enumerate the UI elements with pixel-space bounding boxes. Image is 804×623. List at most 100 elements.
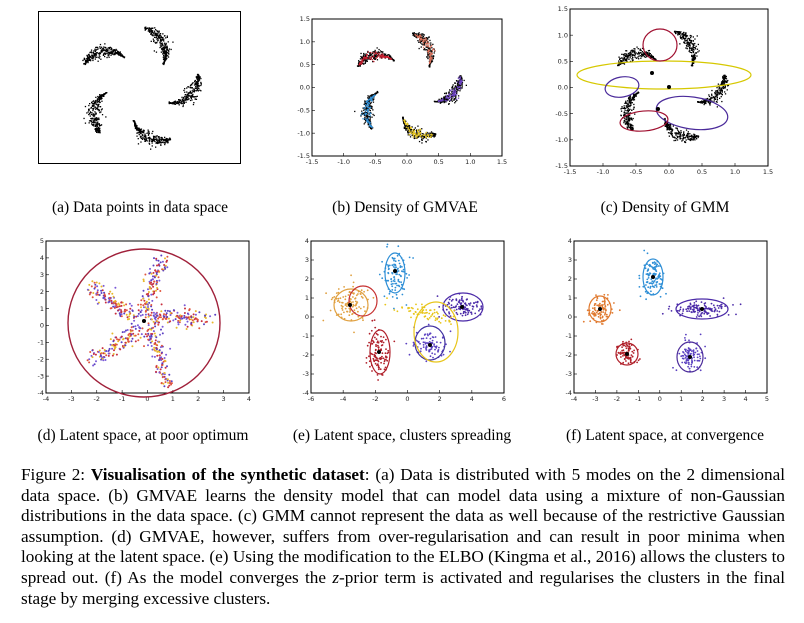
y-tick-label: 4 — [305, 237, 309, 245]
latent-center — [142, 319, 146, 323]
cluster-violet — [672, 333, 707, 372]
x-tick-label: -4 — [571, 395, 577, 403]
y-tick-label: 3 — [40, 271, 44, 279]
mean — [428, 343, 432, 347]
y-tick-label: 3 — [568, 256, 572, 264]
density-blue — [360, 94, 376, 128]
cluster-ellipse-blue — [384, 252, 406, 294]
mean — [460, 305, 464, 309]
cluster-ellipse-orange — [333, 288, 369, 322]
data-arm — [168, 73, 202, 108]
gmm-component-red — [642, 28, 678, 62]
x-tick-label: 4 — [247, 395, 251, 403]
x-tick-label: 4 — [470, 395, 474, 403]
y-tick-label: 2 — [568, 275, 572, 283]
figure-caption-body: : (a) Data is distributed with 5 modes o… — [21, 465, 785, 587]
plot-frame — [311, 18, 503, 157]
gmm-component-red-bottom — [619, 110, 669, 132]
plot-frame — [310, 240, 505, 394]
data-arm — [673, 30, 700, 67]
panel-e: -6 -4 -2 0 2 4 6 4 3 2 1 0 -1 -2 -3 -4 — [303, 237, 507, 403]
mean — [598, 307, 602, 311]
y-tick-label: -1.0 — [297, 129, 310, 137]
data-arm — [82, 43, 126, 66]
cluster-ellipse-red — [615, 342, 639, 366]
y-tick-label: 0.5 — [300, 61, 310, 69]
x-tick-label: -0.5 — [369, 158, 382, 166]
cluster-ellipse-orange-inner — [348, 285, 378, 317]
x-tick-label: -2 — [94, 395, 100, 403]
caption-a: (a) Data points in data space — [51, 199, 229, 216]
y-tick-label: 1 — [40, 305, 44, 313]
x-tick-label: 3 — [222, 395, 226, 403]
x-tick-label: -1.0 — [337, 158, 350, 166]
x-tick-label: 5 — [765, 395, 769, 403]
x-tick-label: -1 — [119, 395, 125, 403]
plot-f: -4 -3 -2 -1 0 1 2 3 4 5 4 3 2 1 0 -1 -2 -3 -4 — [566, 237, 770, 403]
x-tick-label: 4 — [743, 395, 747, 403]
y-tick-label: 0 — [305, 313, 309, 321]
cluster-purple — [436, 292, 483, 318]
panel-b: -1.5 -1.0 -0.5 0.0 0.5 1.0 1.5 1.5 1.0 0.5 0.0 -0.5… — [297, 11, 507, 166]
plot-frame — [38, 11, 241, 164]
y-tick-label: -1 — [566, 332, 572, 340]
x-tick-label: 2 — [196, 395, 200, 403]
x-tick-label: -0.5 — [630, 168, 643, 176]
data-arm — [663, 117, 700, 144]
y-tick-label: 0 — [568, 313, 572, 321]
x-tick-label: 1.0 — [465, 158, 475, 166]
y-tick-label: 5 — [40, 237, 44, 245]
caption-e: (e) Latent space, clusters spreading — [292, 427, 512, 444]
x-tick-label: 0 — [145, 395, 149, 403]
figure-caption: Figure 2: Visualisation of the synthetic… — [21, 465, 785, 609]
x-tick-label: -1.0 — [597, 168, 610, 176]
x-tick-label: 1 — [171, 395, 175, 403]
caption-b: (b) Density of GMVAE — [332, 199, 478, 216]
density-red — [414, 34, 436, 65]
cluster-yellow — [384, 297, 456, 325]
data-arm — [132, 120, 172, 150]
panel-c: -1.5 -1.0 -0.5 0.0 0.5 1.0 1.5 1.5 1.0 0.5 0.0 -0.5… — [555, 5, 773, 176]
x-tick-label: -1.5 — [564, 168, 577, 176]
plot-frame — [45, 240, 250, 394]
y-tick-label: -2 — [38, 355, 44, 363]
y-tick-label: 0.0 — [558, 84, 568, 92]
plot-d: -4 -3 -2 -1 0 1 2 3 4 5 4 3 2 1 0 -1 -2 -3 -4 — [38, 237, 252, 403]
mean — [688, 355, 692, 359]
cluster-ellipse-violet — [676, 341, 704, 373]
x-tick-label: 0.5 — [697, 168, 707, 176]
figure-caption-end: -prior term is activated and regularises… — [21, 567, 785, 608]
density-darkred — [358, 51, 393, 66]
y-tick-label: 1.0 — [300, 38, 310, 46]
panel-d: -4 -3 -2 -1 0 1 2 3 4 5 4 3 2 1 0 -1 -2 -3 -4 — [38, 237, 254, 403]
y-tick-label: -1.5 — [555, 162, 568, 170]
gmm-mean — [650, 71, 654, 75]
x-tick-label: 0 — [405, 395, 409, 403]
y-tick-label: -0.5 — [297, 107, 310, 115]
panel-a — [38, 11, 241, 164]
z-variable: z — [332, 567, 340, 587]
y-tick-label: 1.5 — [300, 15, 310, 23]
mean — [651, 275, 655, 279]
y-tick-label: -4 — [566, 389, 572, 397]
cluster-ellipse-purple — [442, 292, 484, 322]
x-tick-label: 1.5 — [763, 168, 773, 176]
y-tick-label: -2 — [566, 351, 572, 359]
cluster-ellipse-orange — [588, 295, 612, 323]
plot-b: -1.5 -1.0 -0.5 0.0 0.5 1.0 1.5 1.5 1.0 0.5 0.0 -0.5… — [297, 15, 507, 166]
x-tick-label: 2 — [701, 395, 705, 403]
y-tick-label: -1 — [38, 339, 44, 347]
y-tick-label: -3 — [38, 372, 44, 380]
y-tick-label: -3 — [303, 370, 309, 378]
x-tick-label: 0.5 — [433, 158, 443, 166]
x-tick-label: 2 — [438, 395, 442, 403]
y-tick-label: 2 — [40, 288, 44, 296]
gmm-mean — [667, 85, 671, 89]
y-tick-label: -1 — [303, 332, 309, 340]
data-arm — [144, 26, 174, 66]
x-tick-label: 0 — [658, 395, 662, 403]
x-tick-label: -3 — [592, 395, 598, 403]
density-purple — [437, 76, 463, 103]
density-yellow — [403, 119, 433, 139]
cluster-ellipse-purple — [675, 298, 729, 320]
